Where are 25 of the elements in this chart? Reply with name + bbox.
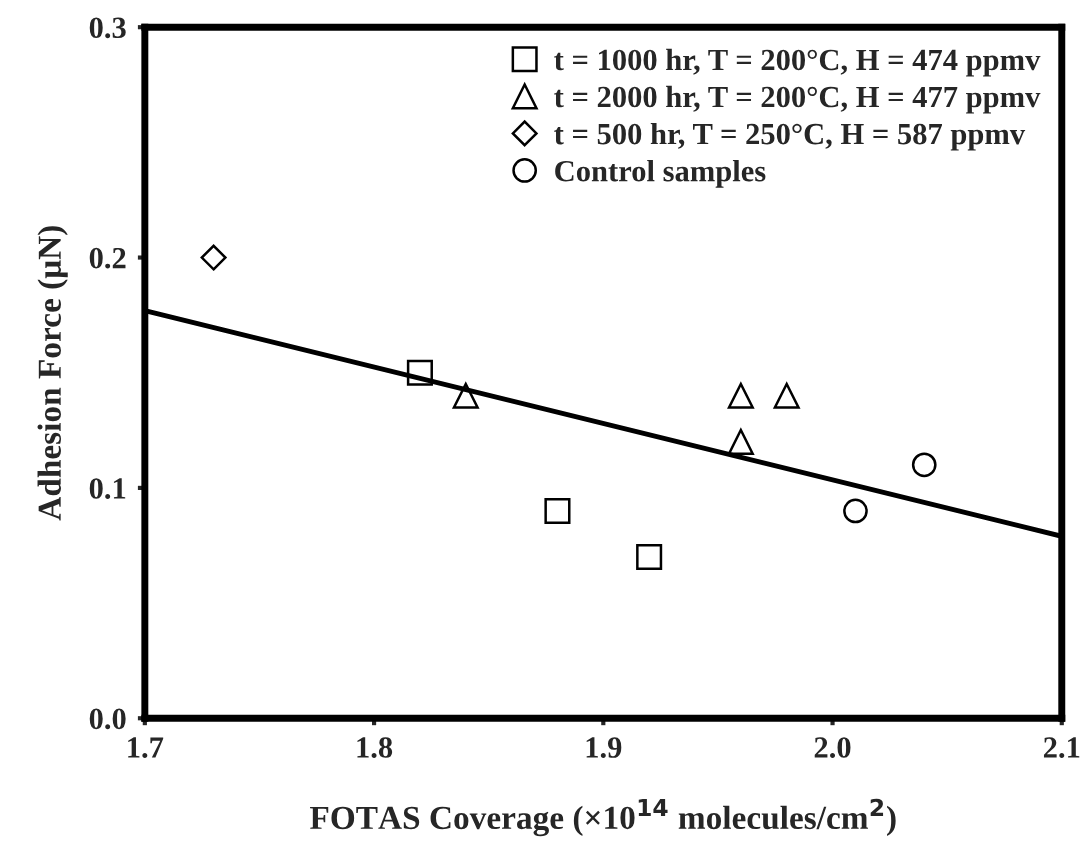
legend-label: t = 500 hr, T = 250°C, H = 587 ppmv: [554, 122, 1026, 151]
point: [773, 382, 800, 409]
point: [200, 244, 227, 271]
x-tick-label: 1.9: [586, 737, 622, 758]
y-tick-label: 0.3: [89, 17, 126, 39]
legend-label: t = 1000 hr, T = 200°C, H = 474 ppmv: [554, 48, 1041, 77]
legend-label: Control samples: [555, 159, 766, 188]
point: [727, 382, 754, 409]
point: [406, 359, 433, 386]
x-tick-label: 1.8: [357, 737, 393, 758]
point: [636, 543, 663, 571]
y-tick-label: 0.1: [89, 478, 126, 499]
y-tick-label: 0.2: [89, 247, 126, 269]
point: [544, 497, 571, 524]
x-tick-label: 2.1: [1043, 737, 1080, 758]
x-axis-title: FOTAS Coverage (×10$^{14}$ molecules/cm$^{2}$): [310, 798, 896, 837]
legend-label: t = 2000 hr, T = 200°C, H = 477 ppmv: [554, 85, 1041, 114]
point: [911, 452, 937, 478]
x-tick-label: 1.7: [128, 737, 164, 758]
point: [843, 498, 868, 524]
point: [727, 428, 754, 455]
y-axis-title: Adhesion Force (μN): [37, 226, 68, 521]
point: [452, 382, 479, 409]
x-tick-label: 2.0: [814, 737, 851, 758]
y-tick-label: 0.0: [89, 708, 126, 730]
